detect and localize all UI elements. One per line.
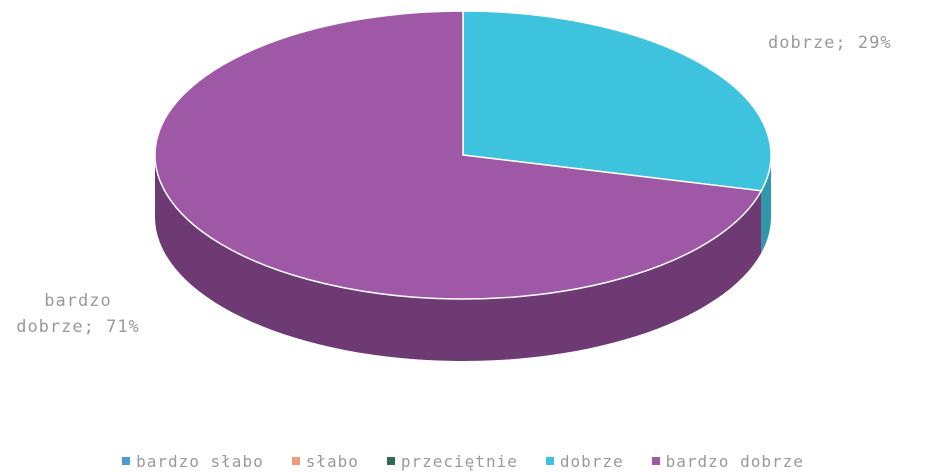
legend-item-dobrze[interactable]: dobrze: [545, 448, 624, 474]
legend-label: dobrze: [559, 451, 624, 471]
pie-slice-dobrze[interactable]: [462, 10, 772, 192]
legend-item-przecietnie[interactable]: przeciętnie: [386, 448, 518, 474]
data-label-bardzo-dobrze: bardzo dobrze; 71%: [8, 288, 148, 340]
legend-item-bardzo-slabo[interactable]: bardzo słabo: [122, 448, 264, 474]
data-label-dobrze: dobrze; 29%: [768, 33, 892, 53]
pie-side-dobrze: [761, 155, 771, 253]
pie-slice-bardzo-dobrze[interactable]: [154, 10, 763, 300]
legend-swatch: [291, 457, 300, 465]
legend-item-bardzo-dobrze[interactable]: bardzo dobrze: [651, 448, 804, 474]
pie-chart-svg: [154, 10, 772, 361]
legend-label: bardzo dobrze: [665, 451, 804, 471]
data-label-bardzo-dobrze-line2: dobrze; 71%: [16, 317, 140, 337]
legend-label: bardzo słabo: [136, 451, 264, 471]
legend-swatch: [386, 457, 395, 465]
legend-label: słabo: [305, 451, 359, 471]
legend-swatch: [651, 457, 660, 465]
legend-label: przeciętnie: [400, 451, 518, 471]
legend-swatch: [122, 457, 131, 465]
legend: bardzo słabo słabo przeciętnie dobrze ba…: [0, 448, 926, 474]
data-label-bardzo-dobrze-line1: bardzo: [44, 291, 112, 311]
pie-side-bardzo-dobrze: [155, 155, 762, 361]
legend-item-slabo[interactable]: słabo: [291, 448, 359, 474]
legend-swatch: [545, 457, 554, 465]
